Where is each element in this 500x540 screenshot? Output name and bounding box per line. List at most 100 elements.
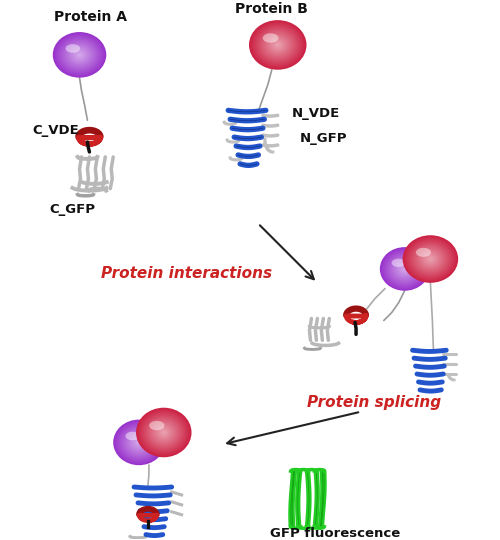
Ellipse shape (252, 23, 304, 67)
Ellipse shape (64, 42, 94, 68)
Ellipse shape (262, 33, 278, 43)
Ellipse shape (147, 417, 180, 448)
Ellipse shape (60, 38, 99, 71)
Ellipse shape (249, 20, 306, 70)
Text: Protein interactions: Protein interactions (102, 266, 272, 281)
Ellipse shape (384, 251, 426, 287)
Ellipse shape (126, 431, 140, 440)
Ellipse shape (388, 254, 421, 284)
Ellipse shape (268, 37, 287, 53)
Ellipse shape (57, 36, 102, 74)
Ellipse shape (426, 255, 435, 263)
Ellipse shape (416, 247, 444, 271)
Ellipse shape (78, 53, 81, 56)
Ellipse shape (124, 430, 154, 455)
Ellipse shape (258, 29, 297, 62)
Ellipse shape (390, 255, 420, 282)
Ellipse shape (118, 423, 160, 461)
Ellipse shape (74, 50, 86, 60)
Ellipse shape (264, 32, 292, 57)
Ellipse shape (406, 238, 455, 280)
Ellipse shape (159, 428, 168, 437)
Ellipse shape (398, 263, 411, 275)
Ellipse shape (266, 35, 289, 55)
Ellipse shape (408, 239, 454, 279)
Ellipse shape (416, 248, 431, 257)
Ellipse shape (139, 410, 188, 455)
Ellipse shape (422, 252, 438, 266)
Ellipse shape (153, 423, 174, 442)
Ellipse shape (429, 258, 432, 260)
Ellipse shape (162, 431, 166, 434)
Ellipse shape (250, 22, 305, 69)
Ellipse shape (394, 259, 415, 279)
Ellipse shape (272, 39, 284, 50)
Ellipse shape (63, 41, 96, 69)
Ellipse shape (116, 422, 162, 463)
Ellipse shape (270, 38, 285, 52)
Ellipse shape (56, 35, 104, 75)
Ellipse shape (134, 438, 143, 446)
Ellipse shape (395, 260, 414, 278)
Ellipse shape (380, 247, 430, 291)
Ellipse shape (53, 32, 106, 78)
Ellipse shape (386, 252, 424, 286)
Ellipse shape (256, 26, 300, 64)
Ellipse shape (409, 240, 452, 278)
Ellipse shape (382, 249, 426, 288)
Ellipse shape (421, 251, 440, 267)
Ellipse shape (142, 413, 186, 452)
Ellipse shape (399, 264, 410, 274)
Ellipse shape (126, 431, 152, 454)
Ellipse shape (128, 432, 150, 453)
Ellipse shape (400, 265, 409, 273)
Ellipse shape (257, 27, 298, 63)
Text: Protein A: Protein A (54, 10, 127, 24)
Ellipse shape (72, 49, 87, 61)
Ellipse shape (66, 43, 93, 66)
Ellipse shape (414, 245, 448, 274)
Ellipse shape (146, 416, 182, 449)
Ellipse shape (134, 437, 144, 448)
Ellipse shape (119, 424, 159, 460)
Text: Protein splicing: Protein splicing (308, 395, 442, 410)
Text: Protein B: Protein B (235, 2, 308, 16)
Ellipse shape (391, 257, 418, 281)
Text: N_VDE: N_VDE (292, 107, 340, 120)
Text: C_GFP: C_GFP (50, 204, 96, 217)
Ellipse shape (136, 440, 142, 445)
Ellipse shape (273, 41, 282, 49)
Ellipse shape (138, 441, 140, 444)
Ellipse shape (274, 42, 281, 48)
Ellipse shape (68, 45, 92, 65)
Ellipse shape (158, 427, 170, 438)
Ellipse shape (75, 51, 84, 59)
Text: C_VDE: C_VDE (32, 124, 78, 137)
Ellipse shape (150, 420, 178, 445)
Ellipse shape (76, 52, 82, 57)
Ellipse shape (418, 248, 442, 269)
Ellipse shape (402, 235, 458, 283)
Ellipse shape (404, 237, 456, 281)
Ellipse shape (54, 33, 105, 76)
Ellipse shape (160, 430, 167, 435)
Ellipse shape (132, 436, 146, 449)
Ellipse shape (262, 31, 294, 59)
Ellipse shape (381, 248, 428, 289)
Ellipse shape (130, 435, 148, 450)
Ellipse shape (70, 47, 88, 63)
Ellipse shape (136, 408, 192, 457)
Ellipse shape (122, 427, 156, 457)
Ellipse shape (156, 426, 172, 440)
Ellipse shape (113, 420, 165, 465)
Ellipse shape (424, 254, 436, 264)
Ellipse shape (428, 256, 434, 262)
Text: N_GFP: N_GFP (300, 132, 347, 145)
Ellipse shape (403, 268, 406, 270)
Ellipse shape (120, 426, 158, 459)
Ellipse shape (149, 421, 164, 430)
Ellipse shape (410, 242, 451, 276)
Ellipse shape (386, 253, 422, 285)
Ellipse shape (148, 418, 179, 446)
Ellipse shape (420, 250, 441, 268)
